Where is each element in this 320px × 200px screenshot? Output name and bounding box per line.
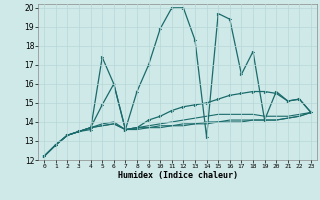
X-axis label: Humidex (Indice chaleur): Humidex (Indice chaleur)	[118, 171, 238, 180]
